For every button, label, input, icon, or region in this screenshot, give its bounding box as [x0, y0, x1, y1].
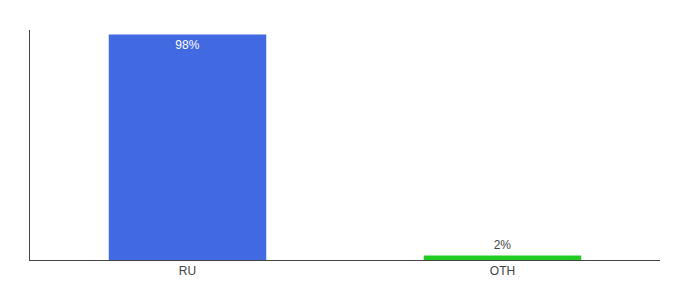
svg-text:OTH: OTH: [490, 264, 515, 278]
svg-text:98%: 98%: [175, 38, 199, 52]
svg-text:RU: RU: [179, 264, 196, 278]
svg-text:2%: 2%: [494, 238, 512, 252]
